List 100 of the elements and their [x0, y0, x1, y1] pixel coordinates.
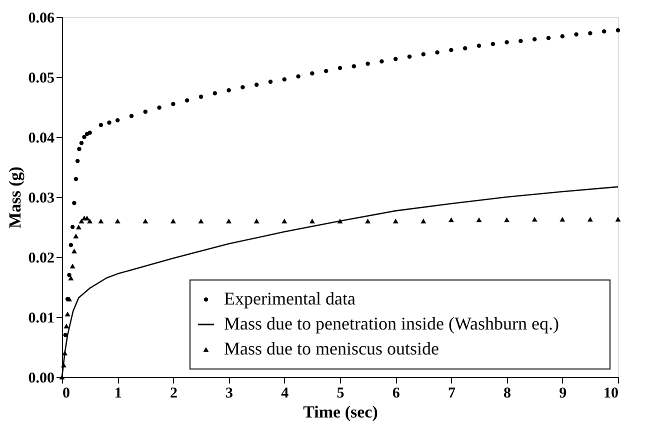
point	[462, 46, 468, 50]
point	[518, 38, 523, 44]
point	[560, 34, 565, 38]
point	[380, 59, 384, 64]
point	[407, 54, 412, 59]
y-tick-label: 0.01	[28, 310, 54, 326]
point	[171, 102, 176, 106]
x-tick-label: 10	[604, 386, 618, 402]
point	[82, 134, 86, 140]
point	[268, 80, 273, 84]
point	[87, 218, 93, 224]
y-tick-label: 0.00	[28, 370, 54, 386]
point	[504, 217, 510, 222]
point	[64, 324, 70, 328]
point	[490, 42, 496, 46]
legend-label: Experimental data	[224, 288, 356, 308]
x-tick-label: 4	[281, 386, 290, 402]
point	[616, 28, 620, 32]
point	[68, 242, 74, 248]
y-tick-label: 0.04	[28, 130, 55, 146]
point	[476, 217, 482, 222]
x-tick-label: 1	[114, 386, 122, 402]
y-tick-label: 0.03	[28, 190, 54, 206]
point	[393, 56, 398, 62]
point	[421, 52, 426, 56]
x-axis-title: Time (sec)	[303, 402, 378, 422]
point	[84, 216, 90, 220]
point	[78, 218, 84, 224]
x-tick-label: 2	[170, 386, 178, 402]
point	[74, 176, 78, 182]
point	[170, 218, 176, 224]
point	[574, 32, 578, 37]
x-tick-label: 6	[392, 386, 400, 402]
point	[88, 130, 92, 135]
point	[240, 85, 245, 90]
point	[64, 312, 70, 316]
point	[338, 66, 342, 70]
point	[142, 218, 148, 224]
point	[504, 40, 509, 44]
point	[212, 91, 218, 96]
point	[449, 48, 454, 52]
point	[602, 29, 606, 34]
legend-label: Mass due to meniscus outside	[224, 338, 439, 358]
point	[129, 114, 134, 118]
point	[337, 218, 343, 224]
point	[67, 272, 72, 278]
point	[352, 64, 356, 68]
x-tick-label: 3	[226, 386, 234, 402]
point	[365, 218, 371, 224]
point	[107, 120, 112, 125]
point	[73, 234, 79, 238]
point	[282, 218, 288, 224]
x-tick-label: 0	[62, 386, 70, 402]
point	[60, 362, 66, 368]
point	[59, 374, 65, 380]
point	[587, 216, 593, 222]
point	[324, 68, 328, 74]
point	[560, 216, 566, 222]
point	[310, 71, 314, 76]
point	[420, 218, 426, 224]
point	[282, 77, 287, 82]
point	[71, 248, 77, 254]
point	[254, 218, 260, 224]
x-tick-label: 9	[559, 386, 567, 402]
point	[98, 122, 104, 128]
point	[198, 94, 204, 99]
point	[392, 218, 398, 224]
point	[476, 44, 482, 48]
point	[72, 200, 76, 206]
point	[114, 218, 120, 224]
point	[68, 276, 74, 280]
point	[184, 98, 190, 103]
point	[588, 31, 592, 36]
point	[70, 224, 75, 230]
point	[76, 224, 82, 230]
x-tick-label: 5	[336, 386, 344, 402]
point	[79, 140, 84, 146]
point	[366, 62, 370, 66]
x-tick-label: 7	[448, 386, 456, 402]
y-axis-title: Mass (g)	[5, 166, 24, 228]
point	[143, 110, 148, 114]
point	[448, 217, 454, 222]
point	[532, 37, 537, 42]
y-tick-label: 0.05	[28, 70, 54, 86]
point	[115, 118, 120, 122]
point	[226, 218, 232, 224]
point	[198, 218, 204, 224]
x-tick-label: 8	[504, 386, 512, 402]
point	[532, 216, 538, 222]
point	[75, 158, 80, 164]
point	[77, 146, 82, 152]
point	[615, 216, 621, 222]
y-tick-label: 0.02	[28, 250, 54, 266]
point	[70, 264, 76, 268]
point	[63, 332, 68, 338]
legend-label: Mass due to penetration inside (Washburn eq.)	[224, 314, 559, 334]
point	[296, 74, 300, 79]
point	[546, 36, 551, 40]
point	[98, 218, 104, 224]
point	[254, 82, 259, 87]
